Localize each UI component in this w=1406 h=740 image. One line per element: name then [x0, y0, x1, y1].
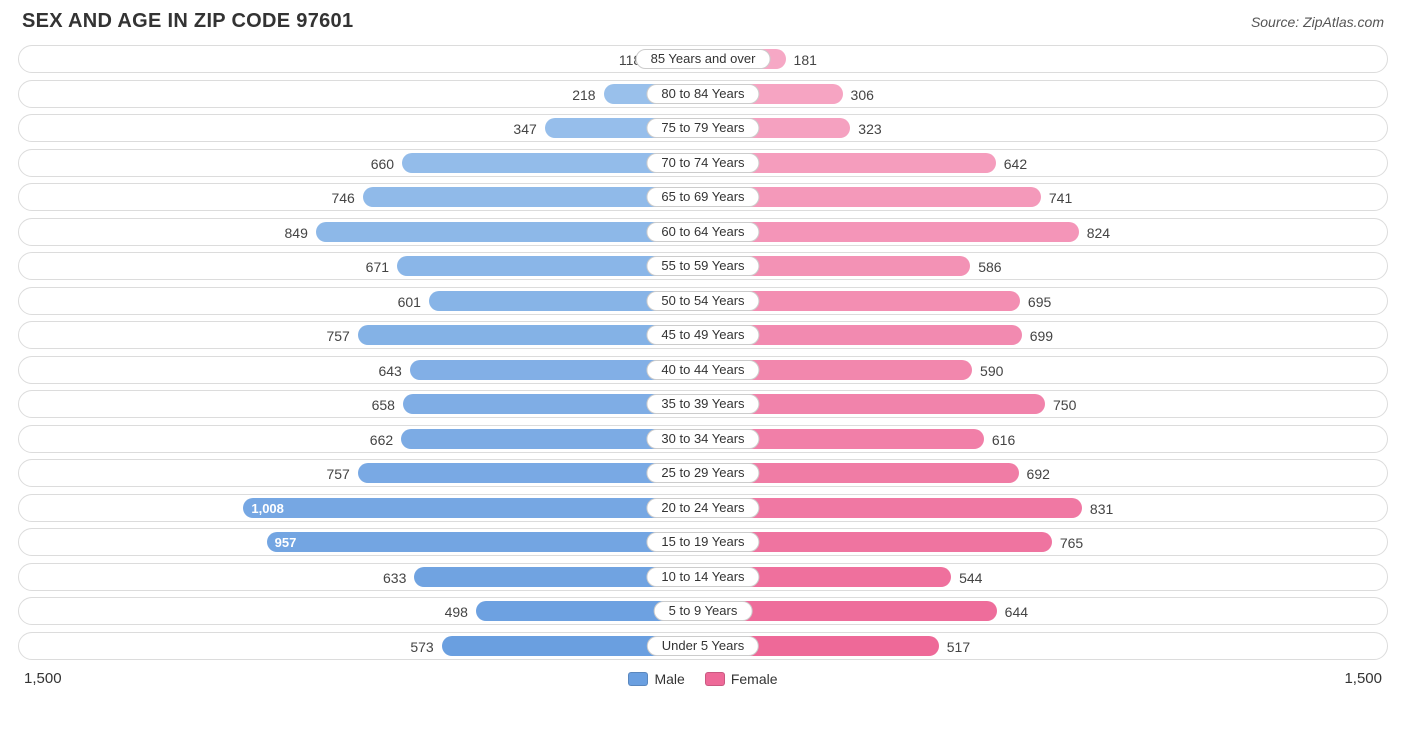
female-value: 765 — [1060, 529, 1083, 557]
legend-item-male: Male — [628, 671, 684, 687]
pyramid-row: 671 586 55 to 59 Years — [18, 252, 1388, 280]
female-value: 517 — [947, 633, 970, 661]
pyramid-row: 746 741 65 to 69 Years — [18, 183, 1388, 211]
chart-header: SEX AND AGE IN ZIP CODE 97601 Source: Zi… — [18, 10, 1388, 33]
male-value: 347 — [513, 115, 536, 143]
male-value: 633 — [383, 564, 406, 592]
pyramid-row: 347 323 75 to 79 Years — [18, 114, 1388, 142]
age-category-label: 55 to 59 Years — [646, 256, 759, 276]
age-category-label: 70 to 74 Years — [646, 153, 759, 173]
pyramid-row: 498 644 5 to 9 Years — [18, 597, 1388, 625]
male-value: 498 — [445, 598, 468, 626]
axis-left-max: 1,500 — [24, 670, 62, 687]
legend-female-label: Female — [731, 671, 778, 687]
male-value: 601 — [398, 288, 421, 316]
age-category-label: 15 to 19 Years — [646, 532, 759, 552]
female-value: 616 — [992, 426, 1015, 454]
male-value: 957 — [267, 529, 703, 557]
age-category-label: 20 to 24 Years — [646, 498, 759, 518]
male-value: 746 — [331, 184, 354, 212]
pyramid-row: 643 590 40 to 44 Years — [18, 356, 1388, 384]
age-category-label: 10 to 14 Years — [646, 567, 759, 587]
pyramid-row: 11818185 Years and over — [18, 45, 1388, 73]
female-value: 642 — [1004, 150, 1027, 178]
age-category-label: 65 to 69 Years — [646, 187, 759, 207]
legend: Male Female — [628, 671, 777, 687]
male-value: 671 — [366, 253, 389, 281]
pyramid-row: 757 699 45 to 49 Years — [18, 321, 1388, 349]
male-bar — [316, 222, 703, 242]
pyramid-row: 218 306 80 to 84 Years — [18, 80, 1388, 108]
female-value: 699 — [1030, 322, 1053, 350]
age-category-label: 80 to 84 Years — [646, 84, 759, 104]
male-value: 849 — [285, 219, 308, 247]
chart-footer: 1,500 Male Female 1,500 — [18, 666, 1388, 687]
pyramid-row: 573 517 Under 5 Years — [18, 632, 1388, 660]
male-swatch — [628, 672, 648, 686]
female-value: 741 — [1049, 184, 1072, 212]
pyramid-row: 1,008 831 20 to 24 Years — [18, 494, 1388, 522]
female-value: 181 — [794, 46, 817, 74]
female-value: 306 — [851, 81, 874, 109]
age-category-label: 30 to 34 Years — [646, 429, 759, 449]
female-value: 692 — [1027, 460, 1050, 488]
chart-title: SEX AND AGE IN ZIP CODE 97601 — [22, 10, 353, 33]
age-category-label: Under 5 Years — [647, 636, 759, 656]
male-value: 218 — [572, 81, 595, 109]
pyramid-row: 757 692 25 to 29 Years — [18, 459, 1388, 487]
female-value: 644 — [1005, 598, 1028, 626]
pyramid-row: 658 750 35 to 39 Years — [18, 390, 1388, 418]
female-value: 544 — [959, 564, 982, 592]
legend-male-label: Male — [654, 671, 684, 687]
pyramid-row: 849 824 60 to 64 Years — [18, 218, 1388, 246]
male-value: 1,008 — [243, 495, 703, 523]
chart-source: Source: ZipAtlas.com — [1251, 14, 1384, 30]
female-bar — [703, 498, 1082, 518]
female-value: 824 — [1087, 219, 1110, 247]
pyramid-row: 633 544 10 to 14 Years — [18, 563, 1388, 591]
male-value: 662 — [370, 426, 393, 454]
pyramid-row: 601 695 50 to 54 Years — [18, 287, 1388, 315]
female-value: 323 — [858, 115, 881, 143]
age-category-label: 35 to 39 Years — [646, 394, 759, 414]
age-category-label: 85 Years and over — [636, 49, 771, 69]
age-category-label: 60 to 64 Years — [646, 222, 759, 242]
female-value: 695 — [1028, 288, 1051, 316]
male-value: 660 — [371, 150, 394, 178]
male-value: 573 — [410, 633, 433, 661]
male-value: 643 — [378, 357, 401, 385]
age-category-label: 25 to 29 Years — [646, 463, 759, 483]
age-category-label: 50 to 54 Years — [646, 291, 759, 311]
female-swatch — [705, 672, 725, 686]
female-value: 831 — [1090, 495, 1113, 523]
male-value: 757 — [326, 322, 349, 350]
axis-right-max: 1,500 — [1344, 670, 1382, 687]
age-category-label: 75 to 79 Years — [646, 118, 759, 138]
population-pyramid-chart: 11818185 Years and over21830680 to 84 Ye… — [18, 45, 1388, 660]
pyramid-row: 660 642 70 to 74 Years — [18, 149, 1388, 177]
female-value: 750 — [1053, 391, 1076, 419]
age-category-label: 45 to 49 Years — [646, 325, 759, 345]
pyramid-row: 662 616 30 to 34 Years — [18, 425, 1388, 453]
pyramid-row: 957 765 15 to 19 Years — [18, 528, 1388, 556]
female-value: 590 — [980, 357, 1003, 385]
legend-item-female: Female — [705, 671, 778, 687]
age-category-label: 5 to 9 Years — [654, 601, 753, 621]
male-value: 658 — [372, 391, 395, 419]
female-value: 586 — [978, 253, 1001, 281]
age-category-label: 40 to 44 Years — [646, 360, 759, 380]
male-value: 757 — [326, 460, 349, 488]
